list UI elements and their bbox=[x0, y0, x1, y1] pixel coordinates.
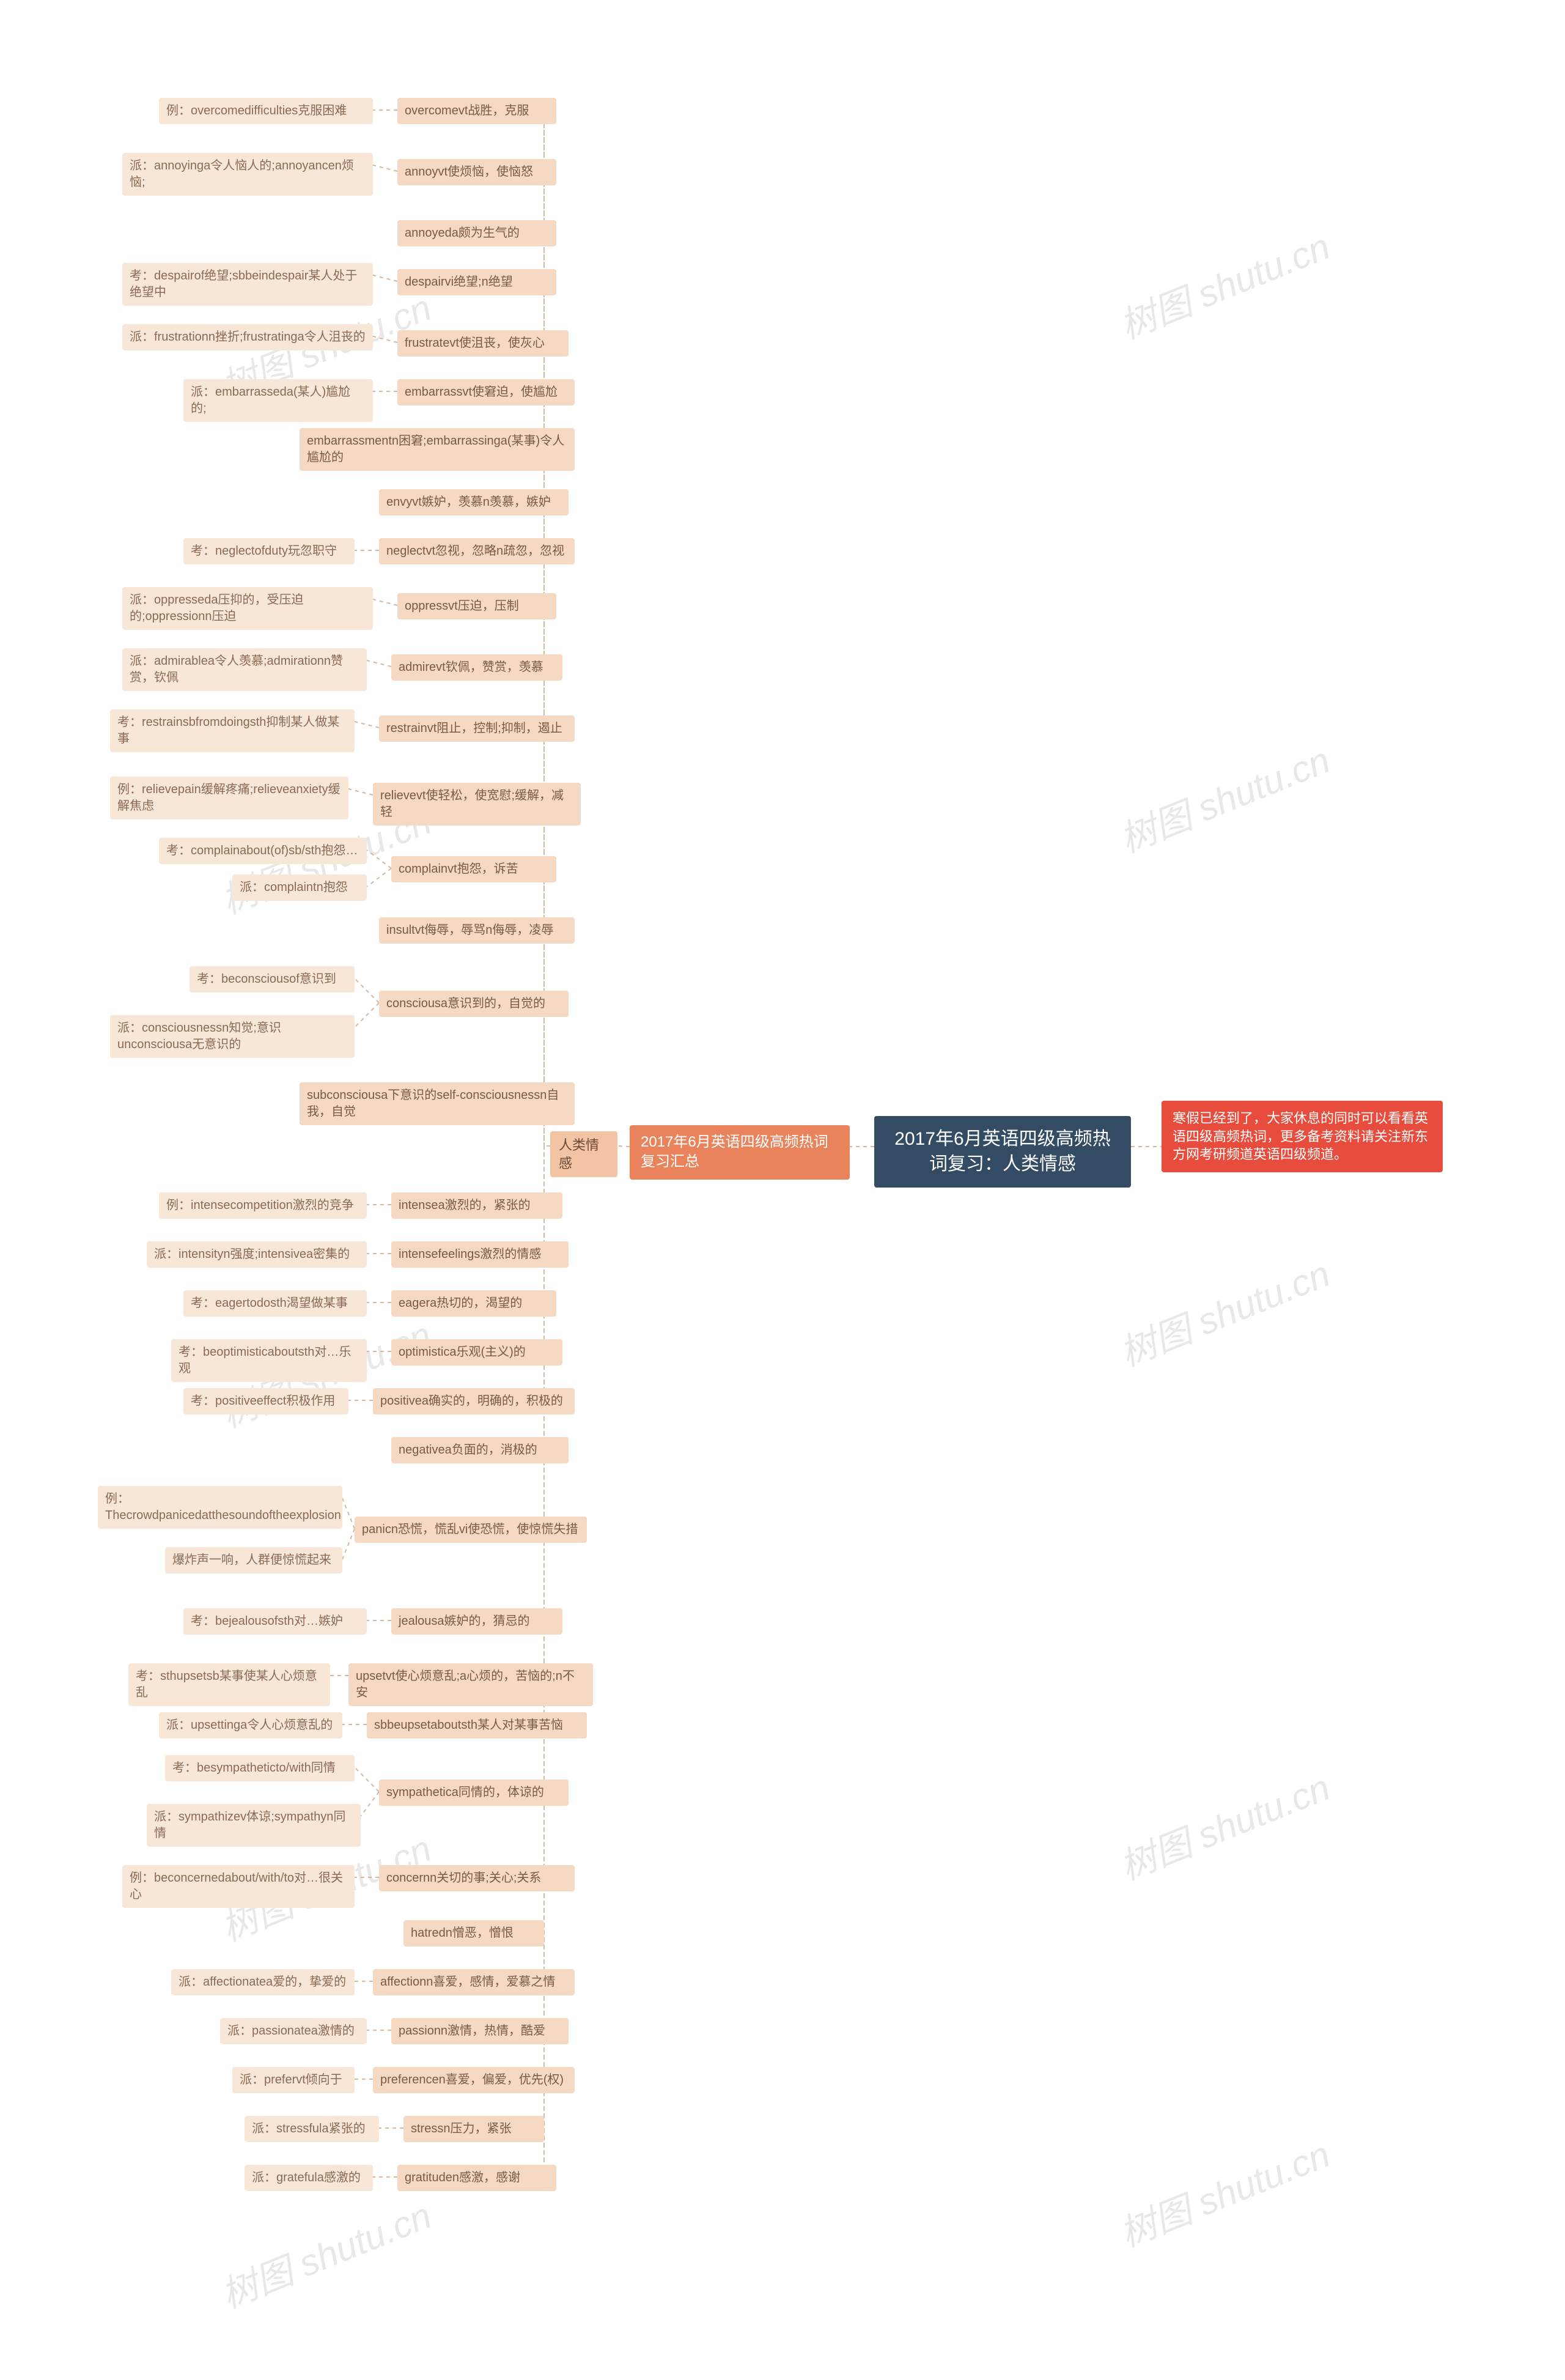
word-node: hatredn憎恶，憎恨 bbox=[403, 1920, 544, 1946]
word-node: preferencen喜爱，偏爱，优先(权) bbox=[373, 2067, 575, 2093]
detail-node: 考：complainabout(of)sb/sth抱怨… bbox=[159, 838, 367, 864]
category-node: 人类情感 bbox=[550, 1131, 617, 1177]
watermark: 树图 shutu.cn bbox=[1111, 1758, 1337, 1891]
detail-node: 派：stressfula紧张的 bbox=[245, 2116, 379, 2142]
detail-node: 考：eagertodosth渴望做某事 bbox=[183, 1290, 367, 1317]
word-node: sbbeupsetaboutsth某人对某事苦恼 bbox=[367, 1712, 587, 1739]
word-node: embarrassmentn困窘;embarrassinga(某事)令人尴尬的 bbox=[300, 428, 575, 471]
detail-node: 派：embarrasseda(某人)尴尬的; bbox=[183, 379, 373, 422]
word-node: despairvi绝望;n绝望 bbox=[397, 269, 556, 295]
word-node: restrainvt阻止，控制;抑制，遏止 bbox=[379, 715, 575, 742]
detail-node: 派：passionatea激情的 bbox=[220, 2018, 367, 2044]
detail-node: 考：beoptimisticaboutsth对…乐观 bbox=[171, 1339, 367, 1382]
detail-node: 例：Thecrowdpanicedatthesoundoftheexplosio… bbox=[98, 1486, 342, 1529]
detail-node: 考：despairof绝望;sbbeindespair某人处于绝望中 bbox=[122, 263, 373, 306]
word-node: positivea确实的，明确的，积极的 bbox=[373, 1388, 575, 1414]
word-node: sympathetica同情的，体谅的 bbox=[379, 1779, 569, 1806]
watermark: 树图 shutu.cn bbox=[1111, 217, 1337, 350]
detail-node: 爆炸声一响，人群便惊慌起来 bbox=[165, 1547, 342, 1573]
detail-node: 例：intensecompetition激烈的竞争 bbox=[159, 1192, 367, 1219]
mindmap-canvas: 树图 shutu.cn 树图 shutu.cn 树图 shutu.cn 树图 shut… bbox=[0, 0, 1565, 2380]
word-node: frustratevt使沮丧，使灰心 bbox=[397, 330, 569, 357]
watermark: 树图 shutu.cn bbox=[212, 2186, 438, 2319]
detail-node: 例：overcomedifficulties克服困难 bbox=[159, 98, 373, 124]
watermark: 树图 shutu.cn bbox=[1111, 731, 1337, 863]
root-node: 2017年6月英语四级高频热词复习：人类情感 bbox=[874, 1116, 1131, 1188]
word-node: embarrassvt使窘迫，使尴尬 bbox=[397, 379, 575, 405]
detail-node: 例：relievepain缓解疼痛;relieveanxiety缓解焦虑 bbox=[110, 777, 348, 819]
word-node: intensefeelings激烈的情感 bbox=[391, 1241, 569, 1268]
word-node: passionn激情，热情，酷爱 bbox=[391, 2018, 569, 2044]
detail-node: 考：beconsciousof意识到 bbox=[190, 966, 355, 992]
summary-link-node[interactable]: 2017年6月英语四级高频热词复习汇总 bbox=[630, 1125, 850, 1180]
word-node: complainvt抱怨，诉苦 bbox=[391, 856, 556, 882]
detail-node: 派：gratefula感激的 bbox=[245, 2165, 373, 2191]
detail-node: 例：beconcernedabout/with/to对…很关心 bbox=[122, 1865, 355, 1908]
detail-node: 派：upsettinga令人心烦意乱的 bbox=[159, 1712, 342, 1739]
word-node: neglectvt忽视，忽略n疏忽，忽视 bbox=[379, 538, 575, 564]
word-node: concernn关切的事;关心;关系 bbox=[379, 1865, 575, 1891]
word-node: envyvt嫉妒，羡慕n羡慕，嫉妒 bbox=[379, 489, 569, 516]
word-node: consciousa意识到的，自觉的 bbox=[379, 991, 569, 1017]
word-node: panicn恐慌，慌乱vi使恐慌，使惊慌失措 bbox=[355, 1517, 587, 1543]
detail-node: 派：oppresseda压抑的，受压迫的;oppressionn压迫 bbox=[122, 587, 373, 630]
detail-node: 派：admirablea令人羡慕;admirationn赞赏，钦佩 bbox=[122, 648, 367, 691]
word-node: gratituden感激，感谢 bbox=[397, 2165, 556, 2191]
detail-node: 考：restrainsbfromdoingsth抑制某人做某事 bbox=[110, 709, 355, 752]
word-node: stressn压力，紧张 bbox=[403, 2116, 544, 2142]
word-node: oppressvt压迫，压制 bbox=[397, 593, 556, 619]
word-node: affectionn喜爱，感情，爱慕之情 bbox=[373, 1969, 575, 1995]
word-node: annoyeda颇为生气的 bbox=[397, 220, 556, 246]
detail-node: 派：complaintn抱怨 bbox=[232, 874, 367, 901]
detail-node: 考：positiveeffect积极作用 bbox=[183, 1388, 348, 1414]
word-node: optimistica乐观(主义)的 bbox=[391, 1339, 562, 1366]
watermark: 树图 shutu.cn bbox=[1111, 2125, 1337, 2258]
detail-node: 派：affectionatea爱的，挚爱的 bbox=[171, 1969, 355, 1995]
word-node: admirevt钦佩，赞赏，羡慕 bbox=[391, 654, 562, 681]
word-node: eagera热切的，渴望的 bbox=[391, 1290, 556, 1317]
detail-node: 考：neglectofduty玩忽职守 bbox=[183, 538, 355, 564]
detail-node: 派：frustrationn挫折;frustratinga令人沮丧的 bbox=[122, 324, 373, 350]
description-node: 寒假已经到了，大家休息的同时可以看看英语四级高频热词，更多备考资料请关注新东方网… bbox=[1162, 1101, 1443, 1172]
word-node: overcomevt战胜，克服 bbox=[397, 98, 556, 124]
word-node: subconsciousa下意识的self-consciousnessn自我，自… bbox=[300, 1082, 575, 1125]
detail-node: 考：sthupsetsb某事使某人心烦意乱 bbox=[128, 1663, 330, 1706]
word-node: negativea负面的，消极的 bbox=[391, 1437, 569, 1463]
detail-node: 派：prefervt倾向于 bbox=[232, 2067, 355, 2093]
detail-node: 考：besympatheticto/with同情 bbox=[165, 1755, 355, 1781]
detail-node: 派：annoyinga令人恼人的;annoyancen烦恼; bbox=[122, 153, 373, 196]
word-node: insultvt侮辱，辱骂n侮辱，凌辱 bbox=[379, 917, 575, 944]
detail-node: 派：intensityn强度;intensivea密集的 bbox=[147, 1241, 367, 1268]
detail-node: 派：sympathizev体谅;sympathyn同情 bbox=[147, 1804, 361, 1847]
watermark: 树图 shutu.cn bbox=[1111, 1244, 1337, 1377]
word-node: jealousa嫉妒的，猜忌的 bbox=[391, 1608, 562, 1635]
detail-node: 派：consciousnessn知觉;意识unconsciousa无意识的 bbox=[110, 1015, 355, 1058]
word-node: upsetvt使心烦意乱;a心烦的，苦恼的;n不安 bbox=[348, 1663, 593, 1706]
word-node: intensea激烈的，紧张的 bbox=[391, 1192, 562, 1219]
word-node: annoyvt使烦恼，使恼怒 bbox=[397, 159, 556, 185]
detail-node: 考：bejealousofsth对…嫉妒 bbox=[183, 1608, 367, 1635]
word-node: relievevt使轻松，使宽慰;缓解，减轻 bbox=[373, 783, 581, 826]
